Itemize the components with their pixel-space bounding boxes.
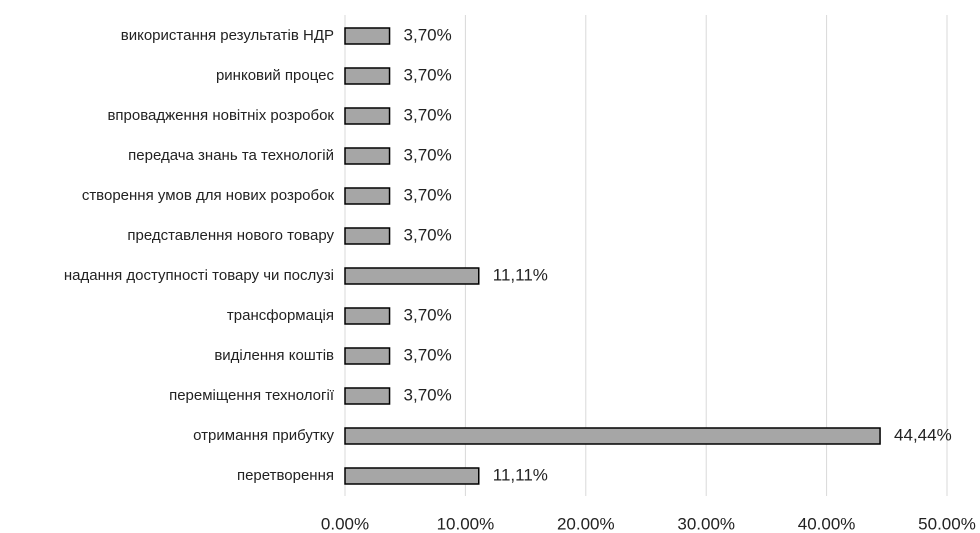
- value-label: 3,70%: [404, 105, 452, 124]
- y-tick-label: перетворення: [237, 467, 334, 484]
- y-tick-label: трансформація: [227, 307, 334, 324]
- value-label: 3,70%: [404, 345, 452, 364]
- bar: [344, 347, 391, 365]
- value-label: 11,11%: [493, 265, 548, 284]
- value-label: 3,70%: [404, 185, 452, 204]
- y-tick-label: надання доступності товару чи послузі: [64, 267, 334, 284]
- y-tick-label: впровадження новітніх розробок: [107, 107, 334, 124]
- bar: [344, 427, 881, 445]
- value-label: 3,70%: [404, 385, 452, 404]
- x-tick-label: 50.00%: [918, 514, 976, 533]
- bar: [344, 227, 391, 245]
- bar: [344, 467, 480, 485]
- bar: [344, 147, 391, 165]
- value-label: 3,70%: [404, 305, 452, 324]
- y-tick-label: представлення нового товару: [127, 227, 334, 244]
- x-tick-label: 20.00%: [557, 514, 615, 533]
- value-label: 44,44%: [894, 425, 952, 444]
- value-label: 3,70%: [404, 65, 452, 84]
- y-tick-label: ринковий процес: [216, 67, 335, 84]
- y-tick-label: передача знань та технологій: [128, 147, 334, 164]
- bar: [344, 267, 480, 285]
- y-tick-label: виділення коштів: [214, 347, 334, 364]
- value-label: 11,11%: [493, 465, 548, 484]
- x-tick-label: 0.00%: [321, 514, 369, 533]
- bar: [344, 187, 391, 205]
- x-tick-label: 40.00%: [798, 514, 856, 533]
- bar: [344, 67, 391, 85]
- bar: [344, 307, 391, 325]
- y-tick-label: отримання прибутку: [193, 427, 334, 444]
- y-tick-label: переміщення технології: [169, 387, 335, 404]
- value-label: 3,70%: [404, 145, 452, 164]
- bar: [344, 387, 391, 405]
- y-tick-label: використання результатів НДР: [121, 27, 334, 44]
- value-label: 3,70%: [404, 25, 452, 44]
- y-tick-label: створення умов для нових розробок: [82, 187, 335, 204]
- bar: [344, 107, 391, 125]
- value-label: 3,70%: [404, 225, 452, 244]
- x-tick-label: 30.00%: [677, 514, 735, 533]
- bar: [344, 27, 391, 45]
- x-tick-label: 10.00%: [437, 514, 495, 533]
